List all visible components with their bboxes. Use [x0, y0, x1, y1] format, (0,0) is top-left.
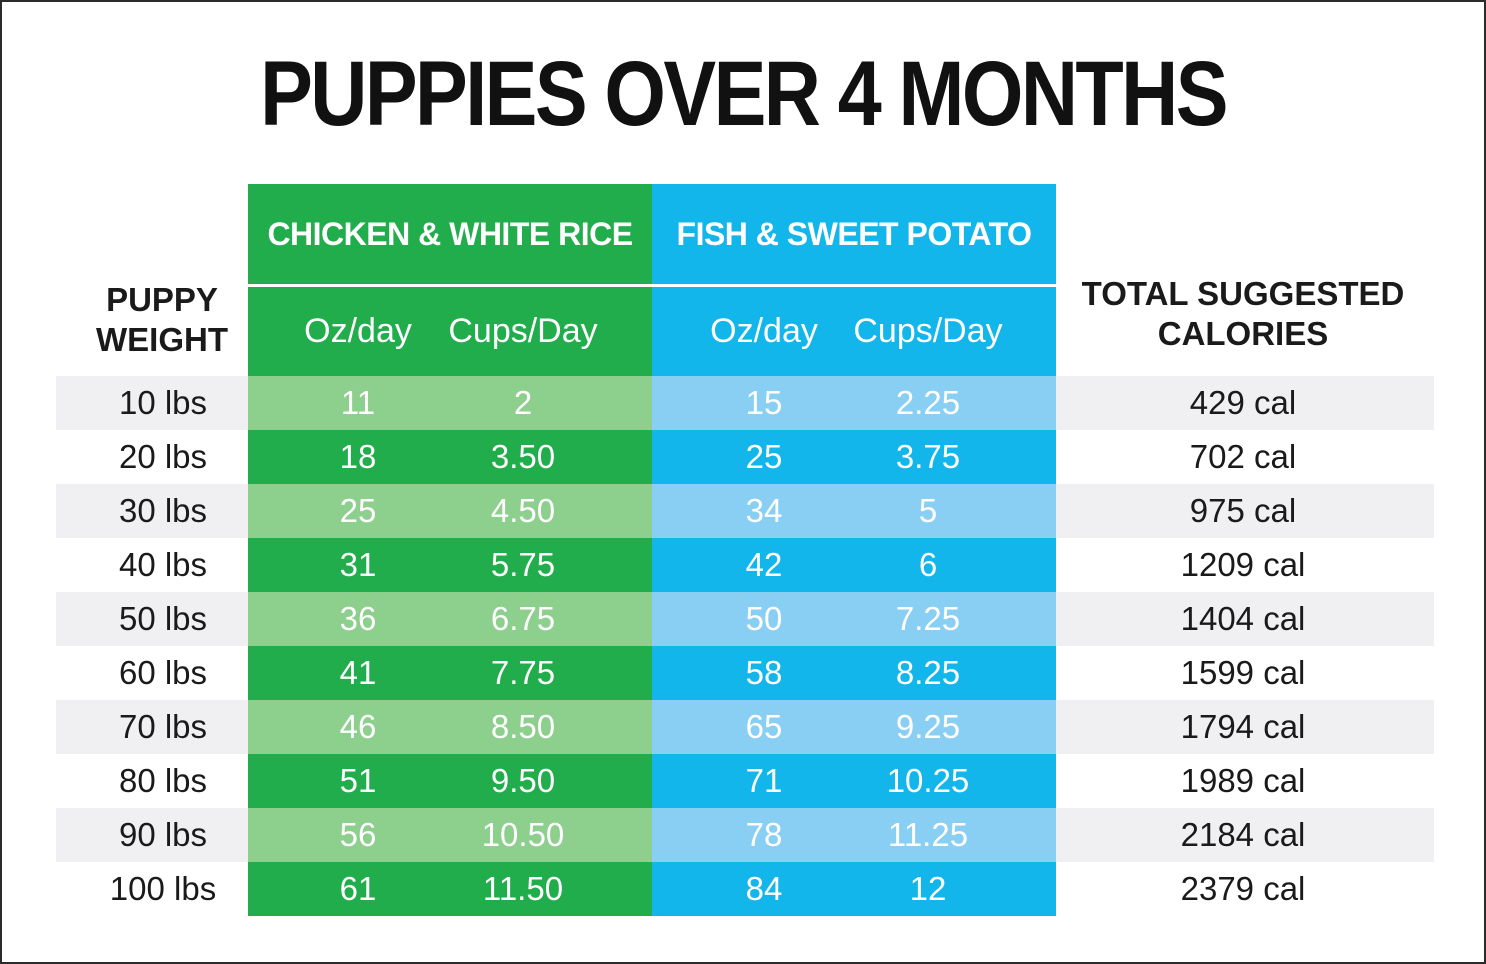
- cell-chicken-cups: 11.50: [482, 870, 564, 907]
- chicken-header: CHICKEN & WHITE RICE: [267, 215, 633, 252]
- chicken-oz-header: Oz/day: [304, 312, 412, 350]
- fish-cell-bg: [652, 484, 1056, 538]
- cell-weight: 70 lbs: [118, 708, 208, 745]
- calories-header-line1: TOTAL SUGGESTED: [1081, 275, 1405, 312]
- cell-weight: 80 lbs: [118, 762, 208, 799]
- cell-fish-cups: 6: [918, 546, 938, 583]
- cell-calories: 429 cal: [1189, 384, 1297, 421]
- cell-calories: 2379 cal: [1180, 870, 1306, 907]
- chicken-cell-bg: [248, 376, 652, 430]
- cell-chicken-oz: 46: [339, 708, 377, 745]
- chicken-cell-bg: [248, 430, 652, 484]
- calories-header-line2: CALORIES: [1157, 315, 1329, 352]
- cell-fish-oz: 34: [745, 492, 783, 529]
- fish-oz-header: Oz/day: [710, 312, 818, 350]
- fish-cell-bg: [652, 700, 1056, 754]
- fish-cell-bg: [652, 646, 1056, 700]
- cell-chicken-cups: 5.75: [490, 546, 556, 583]
- cell-chicken-cups: 9.50: [490, 762, 556, 799]
- cell-chicken-oz: 41: [339, 654, 377, 691]
- fish-cell-bg: [652, 430, 1056, 484]
- cell-fish-oz: 25: [745, 438, 783, 475]
- cell-chicken-cups: 6.75: [490, 600, 556, 637]
- fish-cell-bg: [652, 376, 1056, 430]
- cell-weight: 10 lbs: [118, 384, 208, 421]
- chicken-cell-bg: [248, 808, 652, 862]
- cell-weight: 40 lbs: [118, 546, 208, 583]
- cell-fish-oz: 78: [745, 816, 783, 853]
- cell-chicken-cups: 8.50: [490, 708, 556, 745]
- puppy-weight-line1: PUPPY: [106, 281, 218, 318]
- fish-header-band: [652, 184, 1056, 376]
- cell-fish-oz: 58: [745, 654, 783, 691]
- fish-cell-bg: [652, 538, 1056, 592]
- cell-chicken-oz: 18: [339, 438, 377, 475]
- cell-calories: 1989 cal: [1180, 762, 1306, 799]
- calories-header: TOTAL SUGGESTED CALORIES: [1062, 274, 1424, 354]
- fish-cell-bg: [652, 862, 1056, 916]
- cell-calories: 702 cal: [1189, 438, 1297, 475]
- cell-fish-cups: 9.25: [895, 708, 961, 745]
- chicken-cell-bg: [248, 592, 652, 646]
- cell-calories: 975 cal: [1189, 492, 1297, 529]
- puppy-weight-line2: WEIGHT: [96, 321, 228, 358]
- cell-fish-cups: 3.75: [895, 438, 961, 475]
- cell-fish-oz: 50: [745, 600, 783, 637]
- chicken-cell-bg: [248, 862, 652, 916]
- fish-cell-bg: [652, 808, 1056, 862]
- chicken-cups-header: Cups/Day: [448, 312, 598, 350]
- cell-fish-cups: 7.25: [895, 600, 961, 637]
- cell-calories: 2184 cal: [1180, 816, 1306, 853]
- cell-fish-cups: 2.25: [895, 384, 961, 421]
- cell-fish-cups: 5: [918, 492, 938, 529]
- cell-weight: 100 lbs: [109, 870, 217, 907]
- cell-calories: 1599 cal: [1180, 654, 1306, 691]
- cell-chicken-oz: 25: [339, 492, 377, 529]
- cell-fish-oz: 71: [745, 762, 783, 799]
- chicken-header-band: [248, 184, 652, 376]
- cell-fish-oz: 84: [745, 870, 783, 907]
- cell-fish-cups: 10.25: [886, 762, 970, 799]
- cell-fish-oz: 15: [745, 384, 783, 421]
- cell-fish-oz: 42: [745, 546, 783, 583]
- chicken-cell-bg: [248, 484, 652, 538]
- chicken-cell-bg: [248, 700, 652, 754]
- cell-calories: 1209 cal: [1180, 546, 1306, 583]
- fish-cell-bg: [652, 592, 1056, 646]
- cell-chicken-cups: 3.50: [490, 438, 556, 475]
- cell-chicken-cups: 4.50: [490, 492, 556, 529]
- cell-fish-cups: 12: [909, 870, 947, 907]
- fish-header: FISH & SWEET POTATO: [676, 215, 1032, 252]
- cell-weight: 50 lbs: [118, 600, 208, 637]
- cell-chicken-cups: 10.50: [481, 816, 565, 853]
- cell-chicken-oz: 51: [339, 762, 377, 799]
- puppy-weight-header: PUPPY WEIGHT: [62, 280, 262, 360]
- chicken-cell-bg: [248, 754, 652, 808]
- cell-weight: 30 lbs: [118, 492, 208, 529]
- cell-chicken-cups: 2: [513, 384, 533, 421]
- page-title: PUPPIES OVER 4 MONTHS: [260, 43, 1228, 145]
- chicken-cell-bg: [248, 538, 652, 592]
- cell-chicken-oz: 61: [339, 870, 377, 907]
- cell-weight: 60 lbs: [118, 654, 208, 691]
- cell-chicken-oz: 11: [340, 384, 376, 421]
- cell-weight: 90 lbs: [118, 816, 208, 853]
- cell-weight: 20 lbs: [118, 438, 208, 475]
- cell-calories: 1404 cal: [1180, 600, 1306, 637]
- cell-fish-cups: 8.25: [895, 654, 961, 691]
- chicken-cell-bg: [248, 646, 652, 700]
- cell-calories: 1794 cal: [1180, 708, 1306, 745]
- cell-chicken-oz: 31: [339, 546, 377, 583]
- header-divider: [248, 284, 1056, 287]
- cell-chicken-oz: 36: [339, 600, 377, 637]
- cell-chicken-cups: 7.75: [490, 654, 556, 691]
- cell-fish-oz: 65: [745, 708, 783, 745]
- fish-cups-header: Cups/Day: [853, 312, 1003, 350]
- cell-fish-cups: 11.25: [887, 816, 969, 853]
- cell-chicken-oz: 56: [339, 816, 377, 853]
- fish-cell-bg: [652, 754, 1056, 808]
